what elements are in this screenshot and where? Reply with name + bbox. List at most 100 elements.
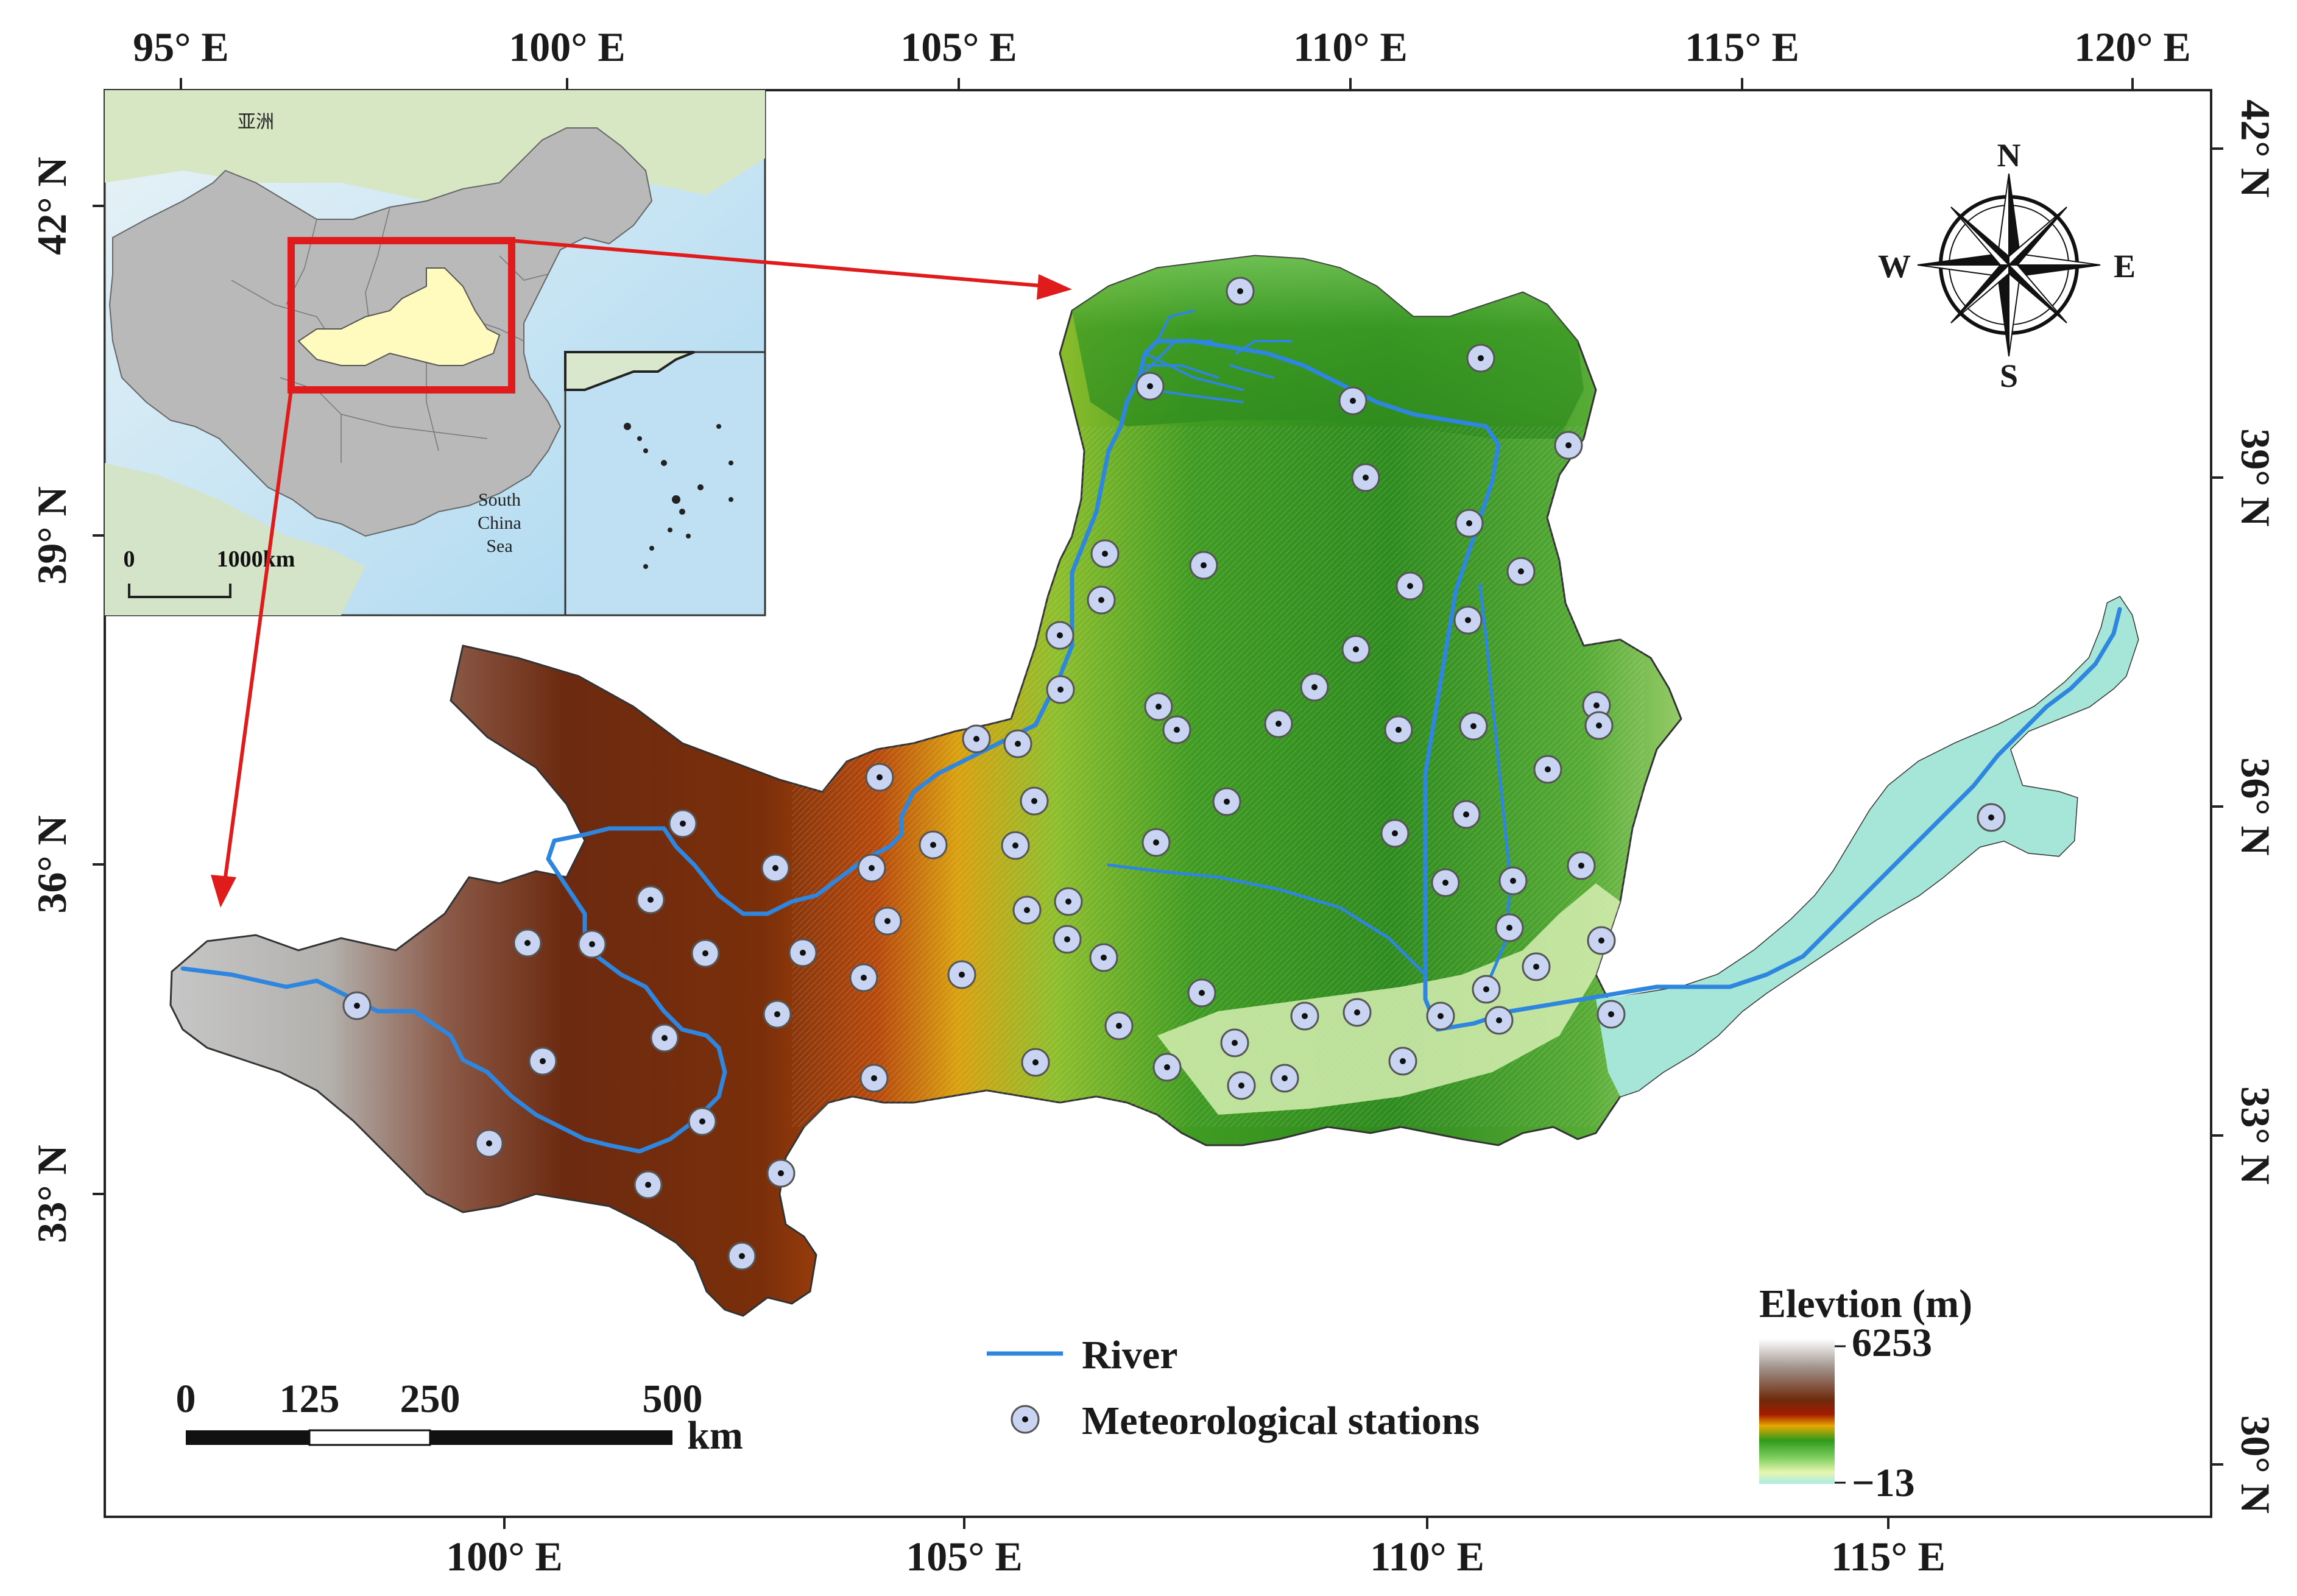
station-marker [1162,715,1191,744]
bottom-label-3: 115° E [1831,1533,1946,1580]
bottom-label-2: 110° E [1370,1533,1484,1580]
station-marker [1455,509,1484,538]
station-marker [1045,621,1074,650]
arrow-south-line [224,389,293,878]
station-marker [1498,866,1528,895]
scale-unit: km [687,1413,743,1458]
station-marker [1554,431,1583,460]
station-marker [1453,606,1483,635]
station-marker [650,1023,679,1053]
station-marker [766,1159,796,1188]
station-marker [761,853,790,883]
elevation-max: 6253 [1852,1321,1932,1365]
station-marker [1338,386,1367,415]
river-delta-braids [1138,309,1293,403]
sub-inset-coast [564,351,695,391]
inset-map: 亚洲 South China Sea 0 1000km [104,89,766,616]
scale-label-500: 500 [643,1377,703,1421]
inset-scale-bar [128,584,231,598]
station-marker [1001,831,1030,860]
elevation-title: Elevtion (m) [1759,1282,1972,1326]
station-marker [1395,571,1425,601]
station-marker [1567,851,1596,880]
scale-label-250: 250 [400,1377,460,1421]
station-marker [1472,975,1501,1004]
station-marker [1977,803,2006,832]
station-marker [1053,925,1082,954]
arrow-south-head [211,875,236,908]
station-marker [1584,711,1614,740]
top-label-1: 100° E [509,24,626,70]
arrow-east-head [1037,274,1072,300]
legend-stations-label: Meteorological stations [1082,1399,1480,1443]
station-marker [1484,1006,1514,1035]
bottom-ticks [503,1517,1889,1529]
station-marker [1343,998,1372,1027]
china-label: China [478,513,521,533]
station-marker [1054,887,1083,916]
station-marker [1380,819,1410,848]
lowland-plain [1157,883,1620,1115]
station-marker [1152,1053,1182,1082]
station-marker [859,1064,889,1093]
station-marker [475,1129,504,1158]
station-marker [1495,913,1524,942]
station-marker [1021,1048,1050,1077]
scale-label-125: 125 [280,1377,340,1421]
left-label-0: 42° N [29,157,75,255]
left-ticks [93,205,105,1195]
arrow-east-line [511,239,1048,288]
station-marker [1597,1000,1626,1029]
compass-n: N [1997,137,2021,174]
station-marker [1212,787,1241,816]
station-marker [688,1107,717,1136]
station-marker [1431,868,1460,897]
sea-label: Sea [486,536,512,556]
top-label-2: 105° E [900,24,1017,70]
right-label-1: 39° N [2232,428,2279,526]
station-marker [1290,1001,1319,1031]
station-marker [1452,800,1481,829]
south-label: South [478,490,521,510]
elevation-min: −13 [1852,1461,1915,1505]
station-marker [1003,729,1032,758]
inset-land-south [105,463,365,615]
lower-reach-plain [1596,597,2138,1096]
compass-e: E [2114,248,2136,284]
yellow-river-mainstem [180,339,2122,1154]
station-marker [1506,557,1536,586]
station-marker [1046,675,1075,704]
top-label-0: 95° E [133,24,229,70]
station-marker [342,991,372,1020]
bottom-axis-labels: 100° E 105° E 110° E 115° E [446,1533,1946,1580]
station-marker [1264,709,1293,738]
right-label-2: 36° N [2232,757,2279,855]
station-marker [1135,372,1165,401]
scale-bar: 0 125 250 500 km [176,1377,743,1458]
station-marker [528,1047,557,1076]
station-marker [1226,277,1255,306]
top-label-4: 115° E [1685,24,1799,70]
station-marker [1533,755,1562,784]
wei-river [1107,863,1427,976]
station-marker [1187,978,1216,1008]
pointer-arrows [211,239,1072,908]
right-label-0: 42° N [2232,99,2279,197]
station-marker [633,1170,663,1199]
sub-inset-islands [624,423,733,569]
station-marker [919,830,948,860]
elevation-colorbar [1759,1339,1835,1484]
station-marker [1522,952,1551,981]
station-marker [577,930,607,959]
station-marker [1089,943,1118,972]
station-marker [1020,786,1049,816]
inset-scale-zero: 0 [124,546,135,572]
bottom-label-0: 100° E [446,1533,563,1580]
right-label-4: 30° N [2232,1415,2279,1513]
top-label-5: 120° E [2074,24,2191,70]
station-marker [947,960,976,989]
station-marker [788,938,817,967]
top-label-3: 110° E [1293,24,1408,70]
compass-icon: N S E W [1878,137,2136,394]
top-ticks [180,78,2134,90]
